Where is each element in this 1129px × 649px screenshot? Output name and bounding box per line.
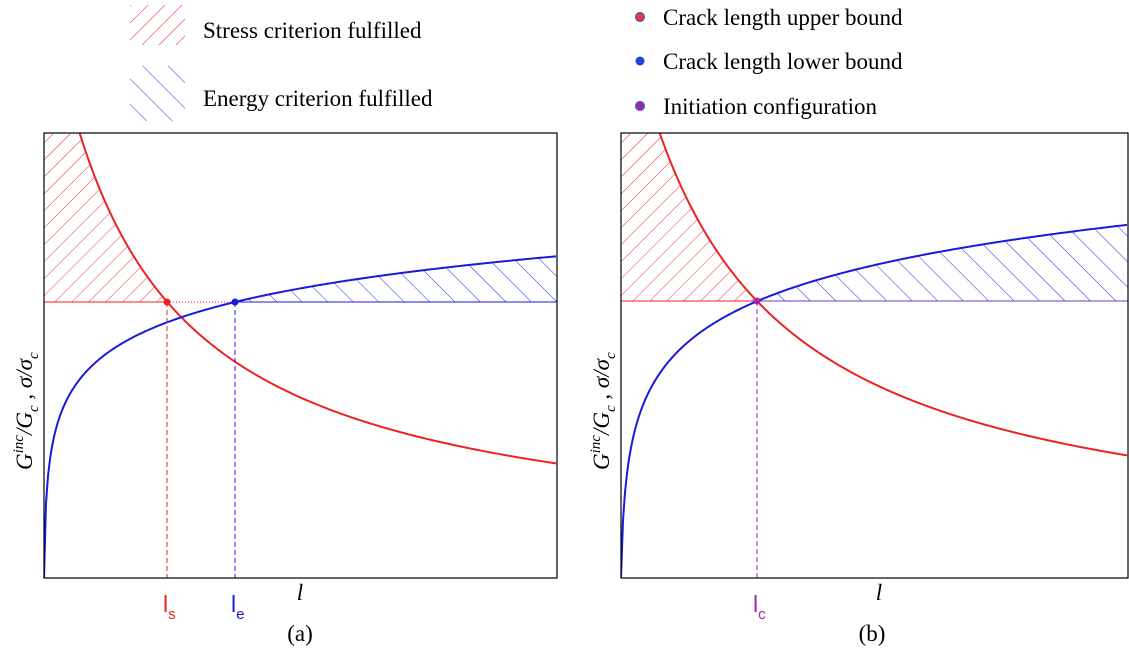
y-label-part: inc [588, 435, 604, 454]
marker-subscript: e [236, 606, 244, 623]
y-label: Ginc/Gc , σ/σc [588, 352, 619, 470]
marker-symbol: l [163, 591, 168, 617]
y-label-part: c [603, 405, 619, 412]
panel [621, 133, 1128, 578]
x-label: l [876, 580, 882, 605]
y-label-part: inc [11, 435, 27, 454]
panel [44, 133, 557, 578]
energy-region [235, 256, 557, 302]
marker-subscript: s [168, 606, 176, 623]
point [231, 298, 239, 306]
y-label-part: G [589, 453, 614, 470]
x-label: l [297, 580, 303, 605]
y-label-part: , σ/σ [589, 357, 614, 405]
stress-region [44, 133, 167, 302]
stress-curve [658, 133, 1128, 457]
caption: (a) [287, 621, 313, 646]
y-label-part: c [603, 352, 619, 359]
marker-symbol: l [753, 591, 758, 617]
legend-dot [635, 56, 645, 66]
y-label-part: c [26, 352, 42, 359]
energy-curve [621, 223, 1128, 578]
legend-swatch [130, 66, 185, 121]
energy-curve [44, 255, 557, 578]
legend-dot [634, 100, 646, 112]
legend-dot [634, 11, 646, 23]
y-label-part: /G [589, 412, 614, 437]
point [753, 297, 761, 305]
marker-subscript: c [758, 606, 766, 623]
legend-label: Crack length lower bound [663, 49, 903, 74]
plot-frame [43, 132, 558, 579]
marker-label: le [231, 591, 244, 623]
plot-frame [620, 132, 1129, 579]
y-label-part: G [12, 453, 37, 470]
legend-label: Energy criterion fulfilled [203, 86, 433, 111]
legend-swatch [130, 5, 185, 45]
marker-label: ls [163, 591, 176, 623]
marker-symbol: l [231, 591, 236, 617]
stress-region [621, 133, 757, 301]
point [163, 298, 171, 306]
energy-region [757, 224, 1128, 302]
marker-label: lc [753, 591, 766, 623]
y-label-part: , σ/σ [12, 357, 37, 405]
legend-label: Initiation configuration [663, 94, 877, 119]
legend-label: Stress criterion fulfilled [203, 18, 422, 43]
stress-curve [78, 133, 557, 465]
legend-label: Crack length upper bound [663, 5, 903, 30]
y-label: Ginc/Gc , σ/σc [11, 352, 42, 470]
caption: (b) [859, 621, 886, 646]
y-label-part: /G [12, 412, 37, 437]
y-label-part: c [26, 405, 42, 412]
